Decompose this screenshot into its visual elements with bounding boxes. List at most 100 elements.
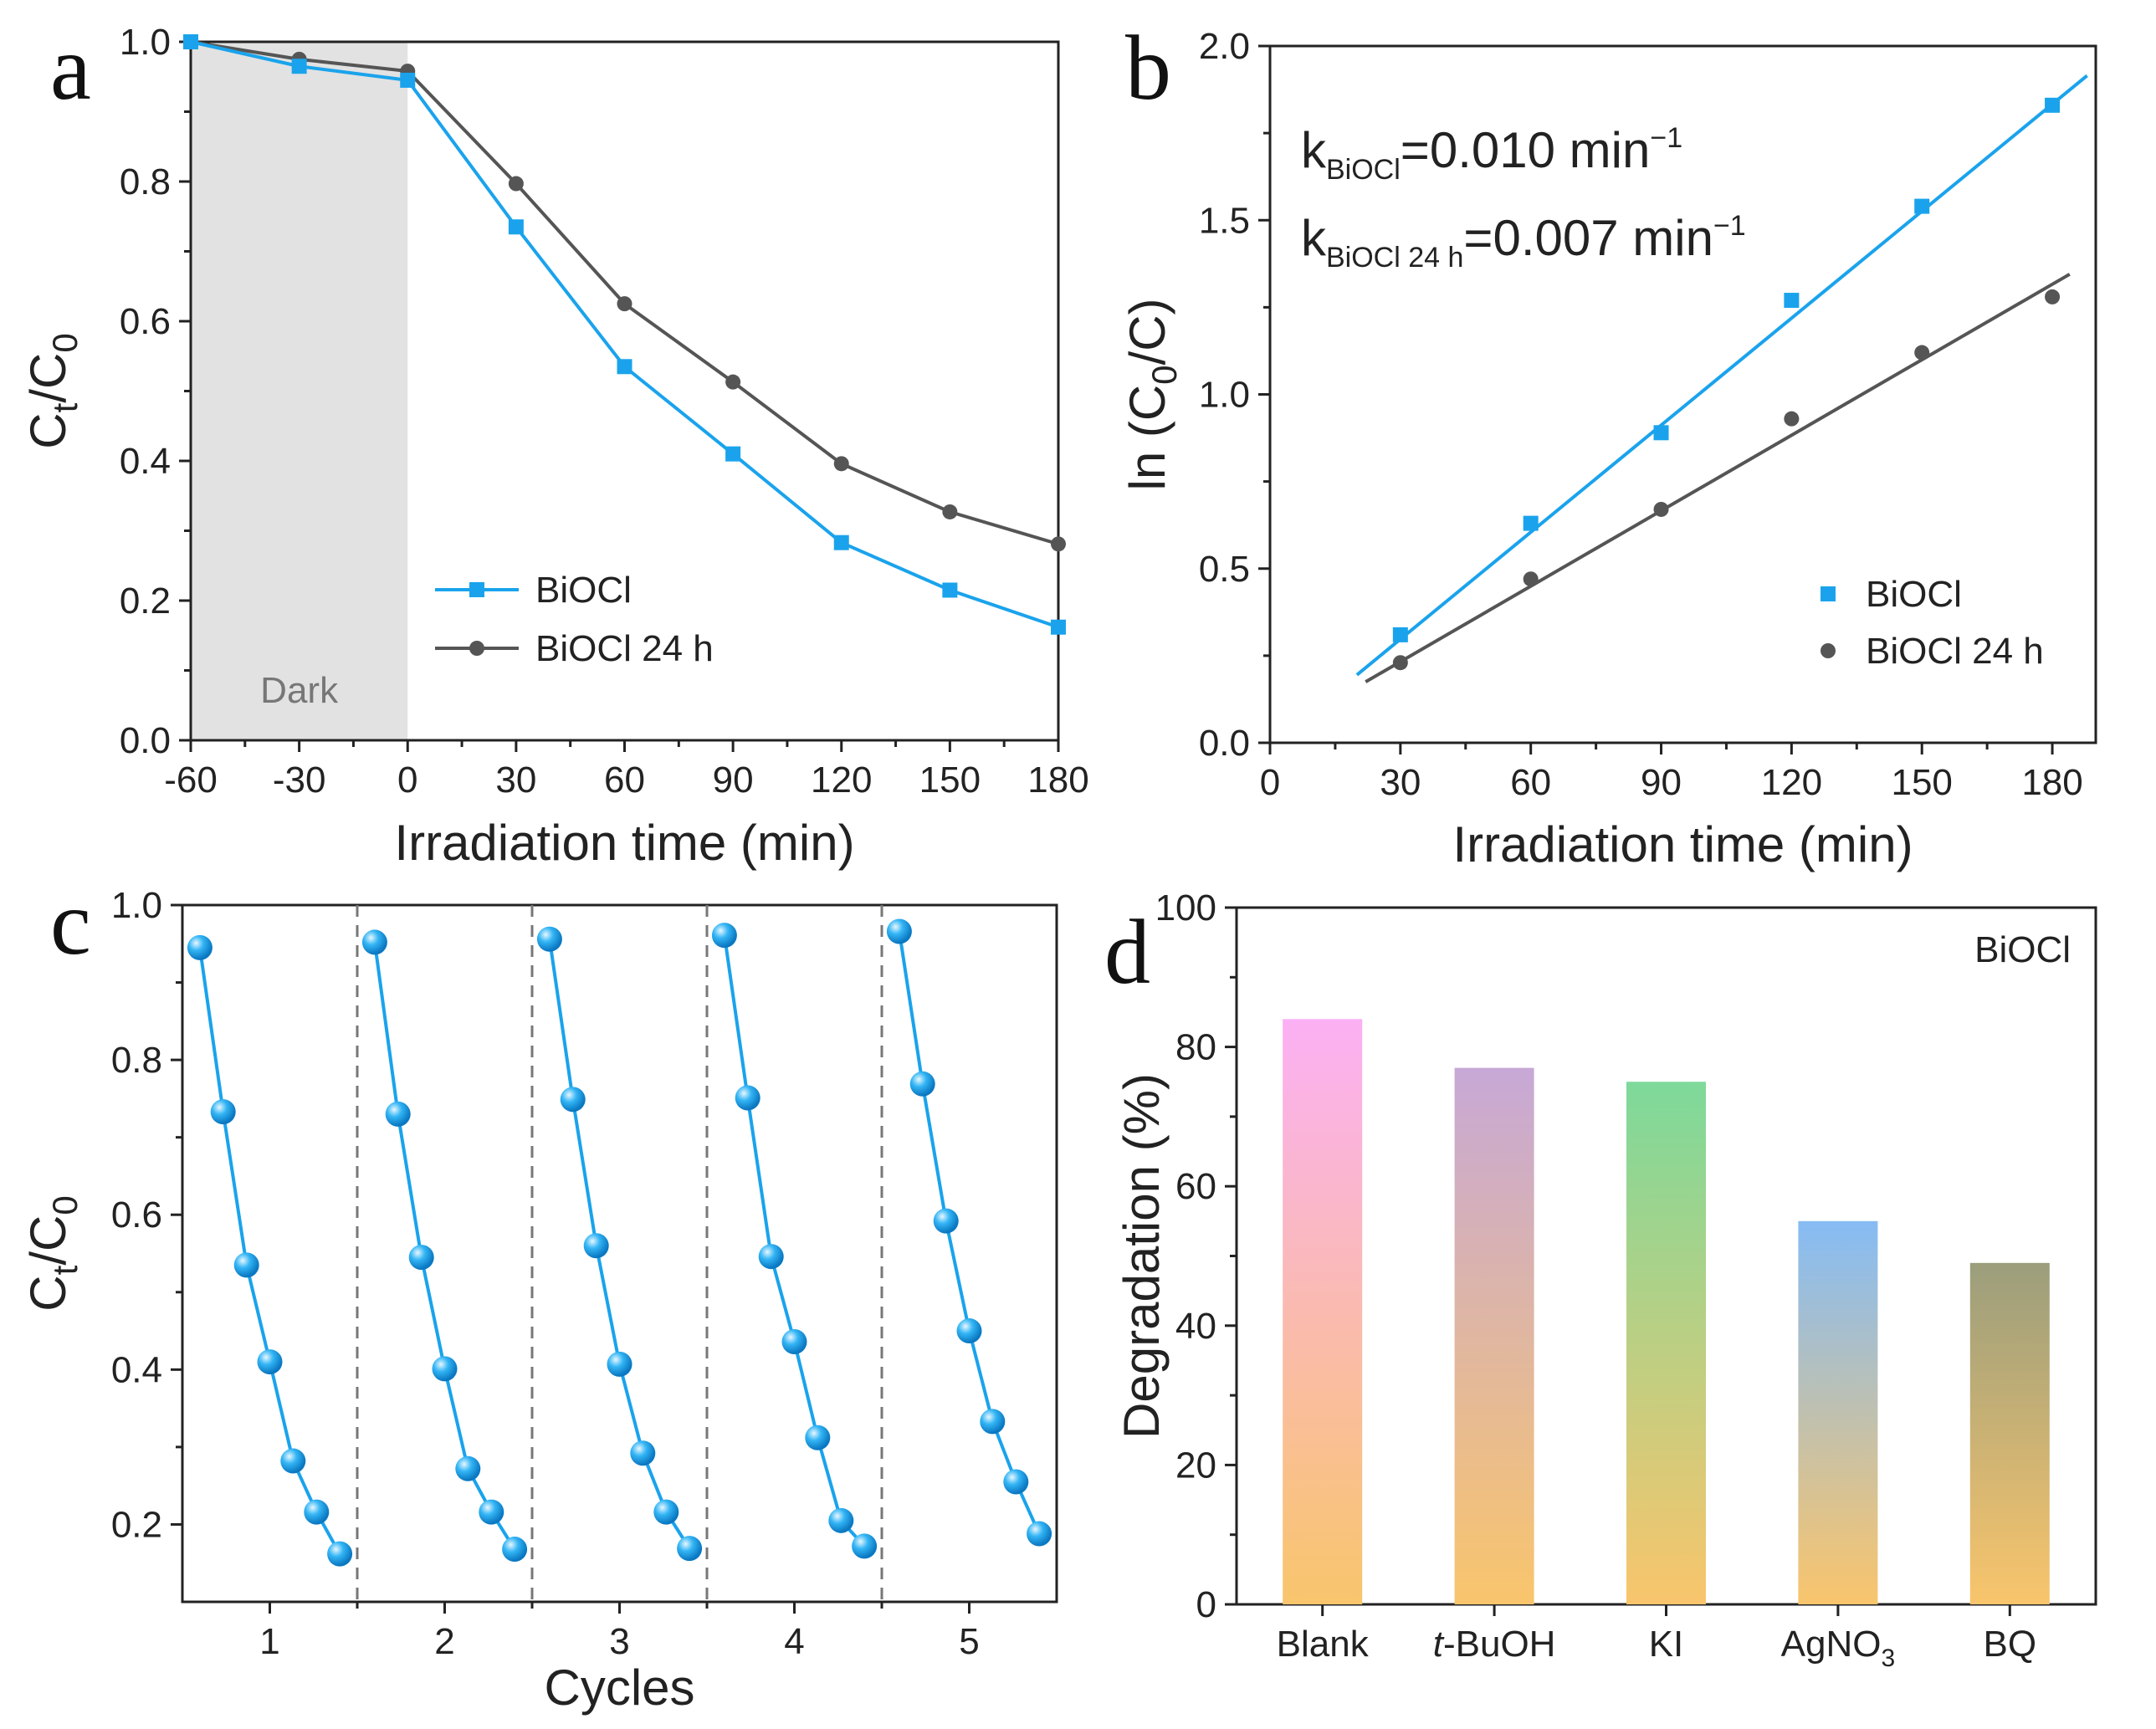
data-point-biocl [291, 59, 307, 74]
panel-b-kinetics-chart: 0 30 60 90 120 150 180 0.0 0.5 1.0 1.5 2.0 Irradiati… [1119, 26, 2097, 872]
panel-d-ytick-label: 60 [1175, 1166, 1216, 1207]
panel-c-frame [181, 903, 1058, 1604]
data-point-biocl [1523, 515, 1539, 531]
legend-label: BiOCl [535, 570, 632, 611]
data-point-biocl-24h [1051, 536, 1066, 552]
panel-b-xtick-label: 150 [1891, 762, 1952, 803]
fit-line-biocl [1355, 74, 2088, 677]
legend-marker [469, 641, 484, 656]
cycle-data-point [583, 1233, 609, 1259]
panel-d-ytick-label: 40 [1175, 1306, 1216, 1347]
cycle-data-point [385, 1101, 411, 1127]
panel-c-xtick-label: 2 [434, 1621, 454, 1662]
cycle-line-4 [722, 934, 866, 1547]
cycle-data-point [233, 1252, 259, 1278]
cycle-data-point [257, 1349, 283, 1375]
panel-a-ytick-label: 1.0 [120, 22, 171, 63]
panel-c-ytick-label: 0.2 [111, 1504, 162, 1545]
data-point-biocl [400, 72, 416, 88]
panel-letter-a: a [50, 17, 91, 119]
bar-bq [1969, 1262, 2050, 1604]
panel-d-ylabel: Degradation (%) [1114, 1073, 1170, 1439]
panel-a-ytick-label: 0.4 [120, 441, 171, 482]
panel-c-xtick-label: 1 [259, 1621, 279, 1662]
data-point-biocl-24h [833, 456, 849, 472]
fit-line-biocl-24h [1365, 273, 2071, 683]
category-label: Blank [1277, 1624, 1370, 1665]
rate-constant-annotation: kBiOCl=0.010 min−1 [1301, 122, 1682, 186]
cycle-data-point [805, 1425, 831, 1450]
panel-d-scavenger-bar-chart: 0 20 40 60 80 100 Blank t-BuOH KI AgNO3 BQ Degradat… [1114, 888, 2097, 1672]
panel-a-xtick-label: -60 [164, 760, 218, 801]
cycle-data-point [432, 1356, 458, 1382]
bar-blank [1283, 1019, 1363, 1604]
cycle-line-3 [547, 939, 691, 1550]
panel-a-xtick-label: 150 [919, 760, 981, 801]
cycle-line-5 [897, 931, 1041, 1535]
cycle-data-point [327, 1541, 353, 1567]
cycle-data-point [828, 1507, 854, 1533]
bar-agno [1798, 1220, 1878, 1604]
legend-marker [469, 582, 484, 597]
data-point-biocl-24h [508, 176, 524, 192]
panel-a-xlabel: Irradiation time (min) [394, 815, 854, 871]
panel-a-ytick-label: 0.0 [120, 720, 171, 761]
data-point-biocl [508, 219, 524, 235]
panel-b-ytick-label: 0.5 [1199, 549, 1250, 590]
panel-a-ytick-label: 0.2 [120, 581, 171, 622]
panel-a-xtick-label: 90 [713, 760, 754, 801]
data-point-biocl [1653, 425, 1669, 441]
panel-b-ytick-label: 1.5 [1199, 200, 1250, 241]
cycle-data-point [630, 1440, 656, 1466]
panel-d-ytick-label: 80 [1175, 1027, 1216, 1068]
rate-constant-annotation: kBiOCl 24 h=0.007 min−1 [1301, 210, 1746, 274]
panel-a-xtick-label: 60 [604, 760, 645, 801]
cycle-data-point [980, 1409, 1006, 1435]
cycle-data-point [781, 1329, 807, 1355]
cycle-line-2 [372, 942, 516, 1551]
cycle-data-point [187, 934, 213, 960]
data-point-biocl-24h [1784, 411, 1800, 427]
panel-b-ylabel: ln (C0/C) [1119, 298, 1184, 490]
dark-region-label: Dark [260, 670, 339, 711]
panel-c-cycles-chart: 1 2 3 4 5 0.2 0.4 0.6 0.8 1.0 Cycles Ct/C0 [20, 885, 1058, 1716]
cycle-line-1 [197, 947, 341, 1555]
panel-c-ytick-label: 1.0 [111, 885, 162, 926]
bar-tbuoh [1454, 1067, 1534, 1604]
panel-b-xtick-label: 0 [1260, 762, 1280, 803]
cycle-data-point [536, 926, 562, 952]
data-point-biocl-24h [725, 374, 741, 390]
panel-b-xlabel: Irradiation time (min) [1452, 816, 1913, 872]
data-point-biocl [833, 535, 849, 550]
legend-label: BiOCl 24 h [1866, 631, 2044, 672]
cycle-data-point [852, 1533, 878, 1559]
cycle-data-point [909, 1071, 935, 1097]
data-point-biocl [1914, 198, 1930, 214]
bar-ki [1626, 1082, 1706, 1604]
panel-c-ytick-label: 0.4 [111, 1349, 162, 1390]
cycle-data-point [758, 1244, 784, 1270]
panel-b-xtick-label: 30 [1380, 762, 1421, 803]
panel-letter-c: c [50, 872, 91, 974]
cycle-data-point [607, 1351, 632, 1377]
category-label: KI [1649, 1624, 1684, 1665]
panel-a-xtick-label: 0 [397, 760, 417, 801]
panel-d-annotation: BiOCl [1974, 929, 2071, 970]
data-point-biocl [942, 582, 958, 598]
data-point-biocl [2045, 97, 2061, 113]
cycle-data-point [560, 1087, 586, 1113]
data-point-biocl-24h [1523, 571, 1539, 587]
panel-a-ylabel: Ct/C0 [20, 333, 84, 448]
cycle-data-point [361, 929, 387, 955]
dark-region [191, 42, 408, 740]
panel-a-xtick-label: -30 [273, 760, 326, 801]
panel-a-ytick-label: 0.6 [120, 301, 171, 342]
cycle-data-point [1003, 1469, 1029, 1495]
cycle-data-point [479, 1499, 504, 1525]
panel-b-xtick-label: 180 [2021, 762, 2082, 803]
cycle-data-point [280, 1448, 306, 1474]
data-point-biocl-24h [1653, 501, 1669, 517]
cycle-data-point [886, 918, 912, 944]
panel-a-xtick-label: 180 [1027, 760, 1088, 801]
panel-c-xtick-label: 5 [959, 1621, 979, 1662]
